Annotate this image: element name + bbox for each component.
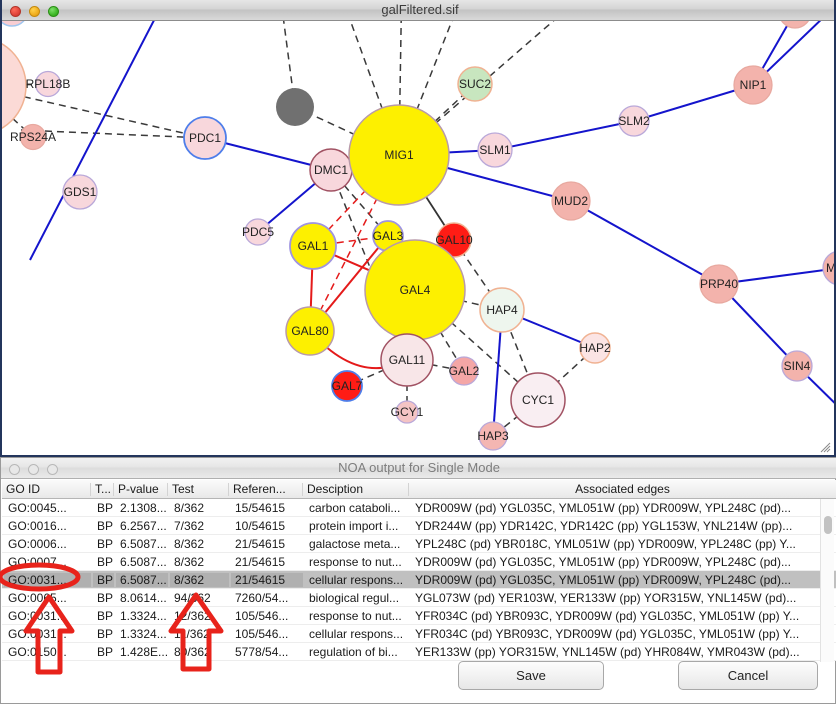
svg-text:SIN4: SIN4 xyxy=(784,359,811,373)
svg-text:PDC5: PDC5 xyxy=(242,225,274,239)
svg-text:GAL4: GAL4 xyxy=(400,283,431,297)
svg-text:RPL18B: RPL18B xyxy=(26,77,71,91)
svg-text:SLM1: SLM1 xyxy=(479,143,511,157)
svg-text:SUC2: SUC2 xyxy=(459,77,491,91)
svg-text:DMC1: DMC1 xyxy=(314,163,348,177)
svg-text:GAL80: GAL80 xyxy=(291,324,329,338)
svg-text:HAP3: HAP3 xyxy=(477,429,509,443)
svg-text:PRP40: PRP40 xyxy=(700,277,738,291)
svg-text:GAL1: GAL1 xyxy=(298,239,329,253)
svg-text:GDS1: GDS1 xyxy=(64,185,97,199)
svg-text:CYC1: CYC1 xyxy=(522,393,554,407)
svg-text:HAP4: HAP4 xyxy=(486,303,518,317)
svg-text:GAL3: GAL3 xyxy=(373,229,404,243)
svg-text:GAL11: GAL11 xyxy=(389,353,426,367)
svg-text:GAL2: GAL2 xyxy=(449,364,480,378)
svg-text:NIP1: NIP1 xyxy=(740,78,767,92)
svg-text:MUD2: MUD2 xyxy=(554,194,588,208)
svg-text:GAL10: GAL10 xyxy=(435,233,473,247)
svg-text:MSI1: MSI1 xyxy=(826,261,836,275)
svg-text:RPS24A: RPS24A xyxy=(10,130,56,144)
svg-text:HAP2: HAP2 xyxy=(579,341,611,355)
svg-text:GCY1: GCY1 xyxy=(391,405,424,419)
svg-text:PDC1: PDC1 xyxy=(189,131,221,145)
svg-text:MIG1: MIG1 xyxy=(384,148,414,162)
svg-text:GAL7: GAL7 xyxy=(332,379,363,393)
svg-text:SLM2: SLM2 xyxy=(618,114,650,128)
